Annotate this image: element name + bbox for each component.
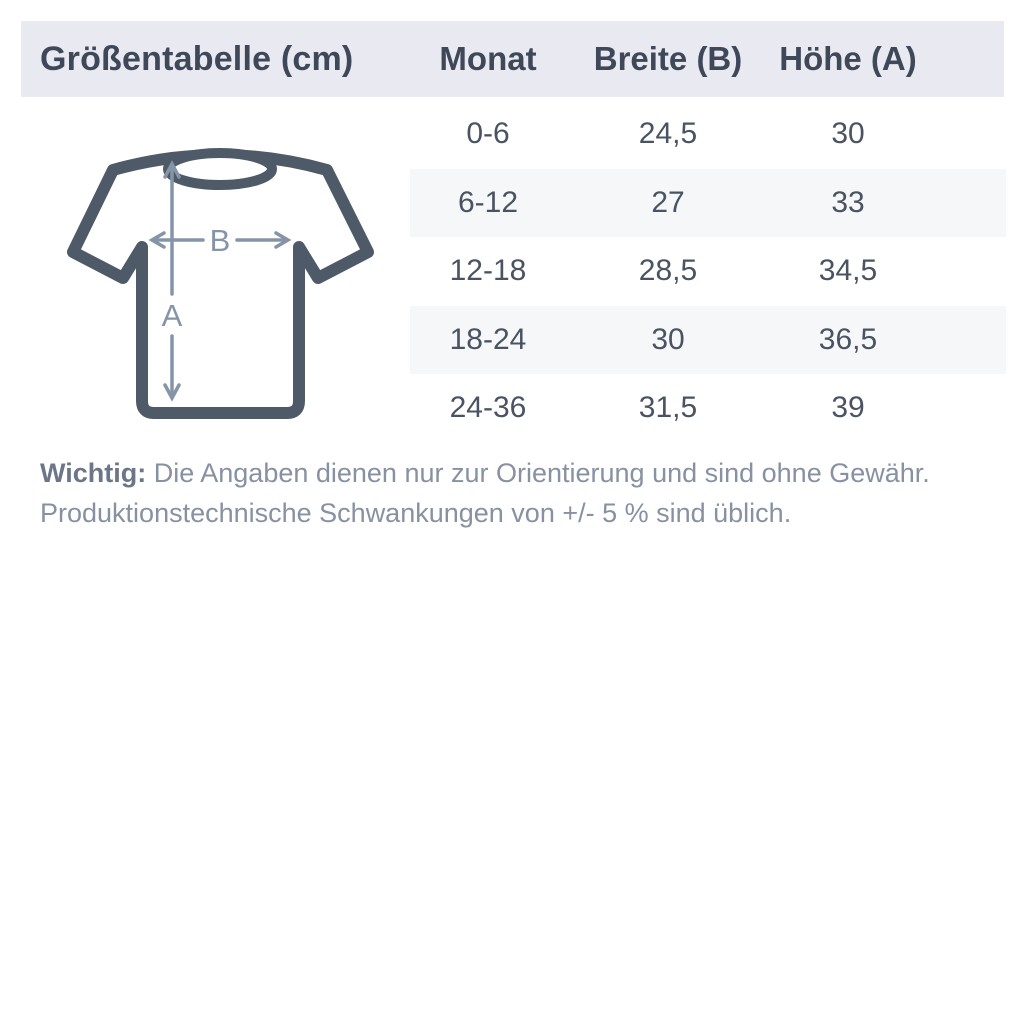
- table-row: 12-18 28,5 34,5: [410, 237, 1006, 306]
- cell-breite: 31,5: [638, 391, 698, 425]
- disclaimer-line-2: Produktionstechnische Schwankungen von +…: [40, 498, 792, 528]
- cell-breite: 24,5: [638, 117, 698, 151]
- cell-hoehe: 33: [831, 185, 865, 219]
- size-table-body: 0-6 24,5 30 6-12 27 33 12-18 28,5 34,5 1…: [410, 100, 1006, 443]
- cell-monat: 18-24: [449, 322, 527, 356]
- tshirt-measurement-diagram: B A: [55, 125, 385, 430]
- tshirt-outline: [67, 149, 374, 419]
- disclaimer-bold-prefix: Wichtig:: [40, 458, 147, 488]
- cell-hoehe: 36,5: [818, 322, 878, 356]
- width-arrow: [148, 231, 292, 249]
- column-header-hoehe: Höhe (A): [779, 40, 917, 77]
- disclaimer-line-1: Wichtig: Die Angaben dienen nur zur Orie…: [40, 453, 980, 493]
- cell-breite: 28,5: [638, 254, 698, 288]
- height-arrow: [163, 160, 181, 402]
- width-label: B: [210, 223, 231, 258]
- cell-monat: 24-36: [449, 391, 527, 425]
- tshirt-collar: [163, 148, 277, 190]
- table-row: 6-12 27 33: [410, 168, 1006, 237]
- table-row: 24-36 31,5 39: [410, 374, 1006, 443]
- cell-hoehe: 39: [831, 391, 865, 425]
- cell-monat: 6-12: [457, 185, 519, 219]
- cell-breite: 27: [651, 185, 685, 219]
- disclaimer-note: Wichtig: Die Angaben dienen nur zur Orie…: [40, 453, 980, 533]
- tshirt-icon: B A: [67, 148, 374, 419]
- cell-monat: 0-6: [466, 117, 510, 151]
- page-title: Größentabelle (cm): [40, 39, 354, 78]
- disclaimer-line-1-text: Die Angaben dienen nur zur Orientierung …: [146, 458, 930, 488]
- column-header-breite: Breite (B): [593, 40, 743, 77]
- table-row: 0-6 24,5 30: [410, 100, 1006, 169]
- column-headers: Monat Breite (B) Höhe (A): [410, 21, 1006, 97]
- column-header-monat: Monat: [439, 40, 537, 77]
- height-label: A: [162, 298, 183, 333]
- cell-monat: 12-18: [449, 254, 527, 288]
- cell-hoehe: 30: [831, 117, 865, 151]
- table-header: Größentabelle (cm) Monat Breite (B) Höhe…: [21, 21, 1004, 97]
- table-row: 18-24 30 36,5: [410, 305, 1006, 374]
- cell-hoehe: 34,5: [818, 254, 878, 288]
- cell-breite: 30: [651, 322, 685, 356]
